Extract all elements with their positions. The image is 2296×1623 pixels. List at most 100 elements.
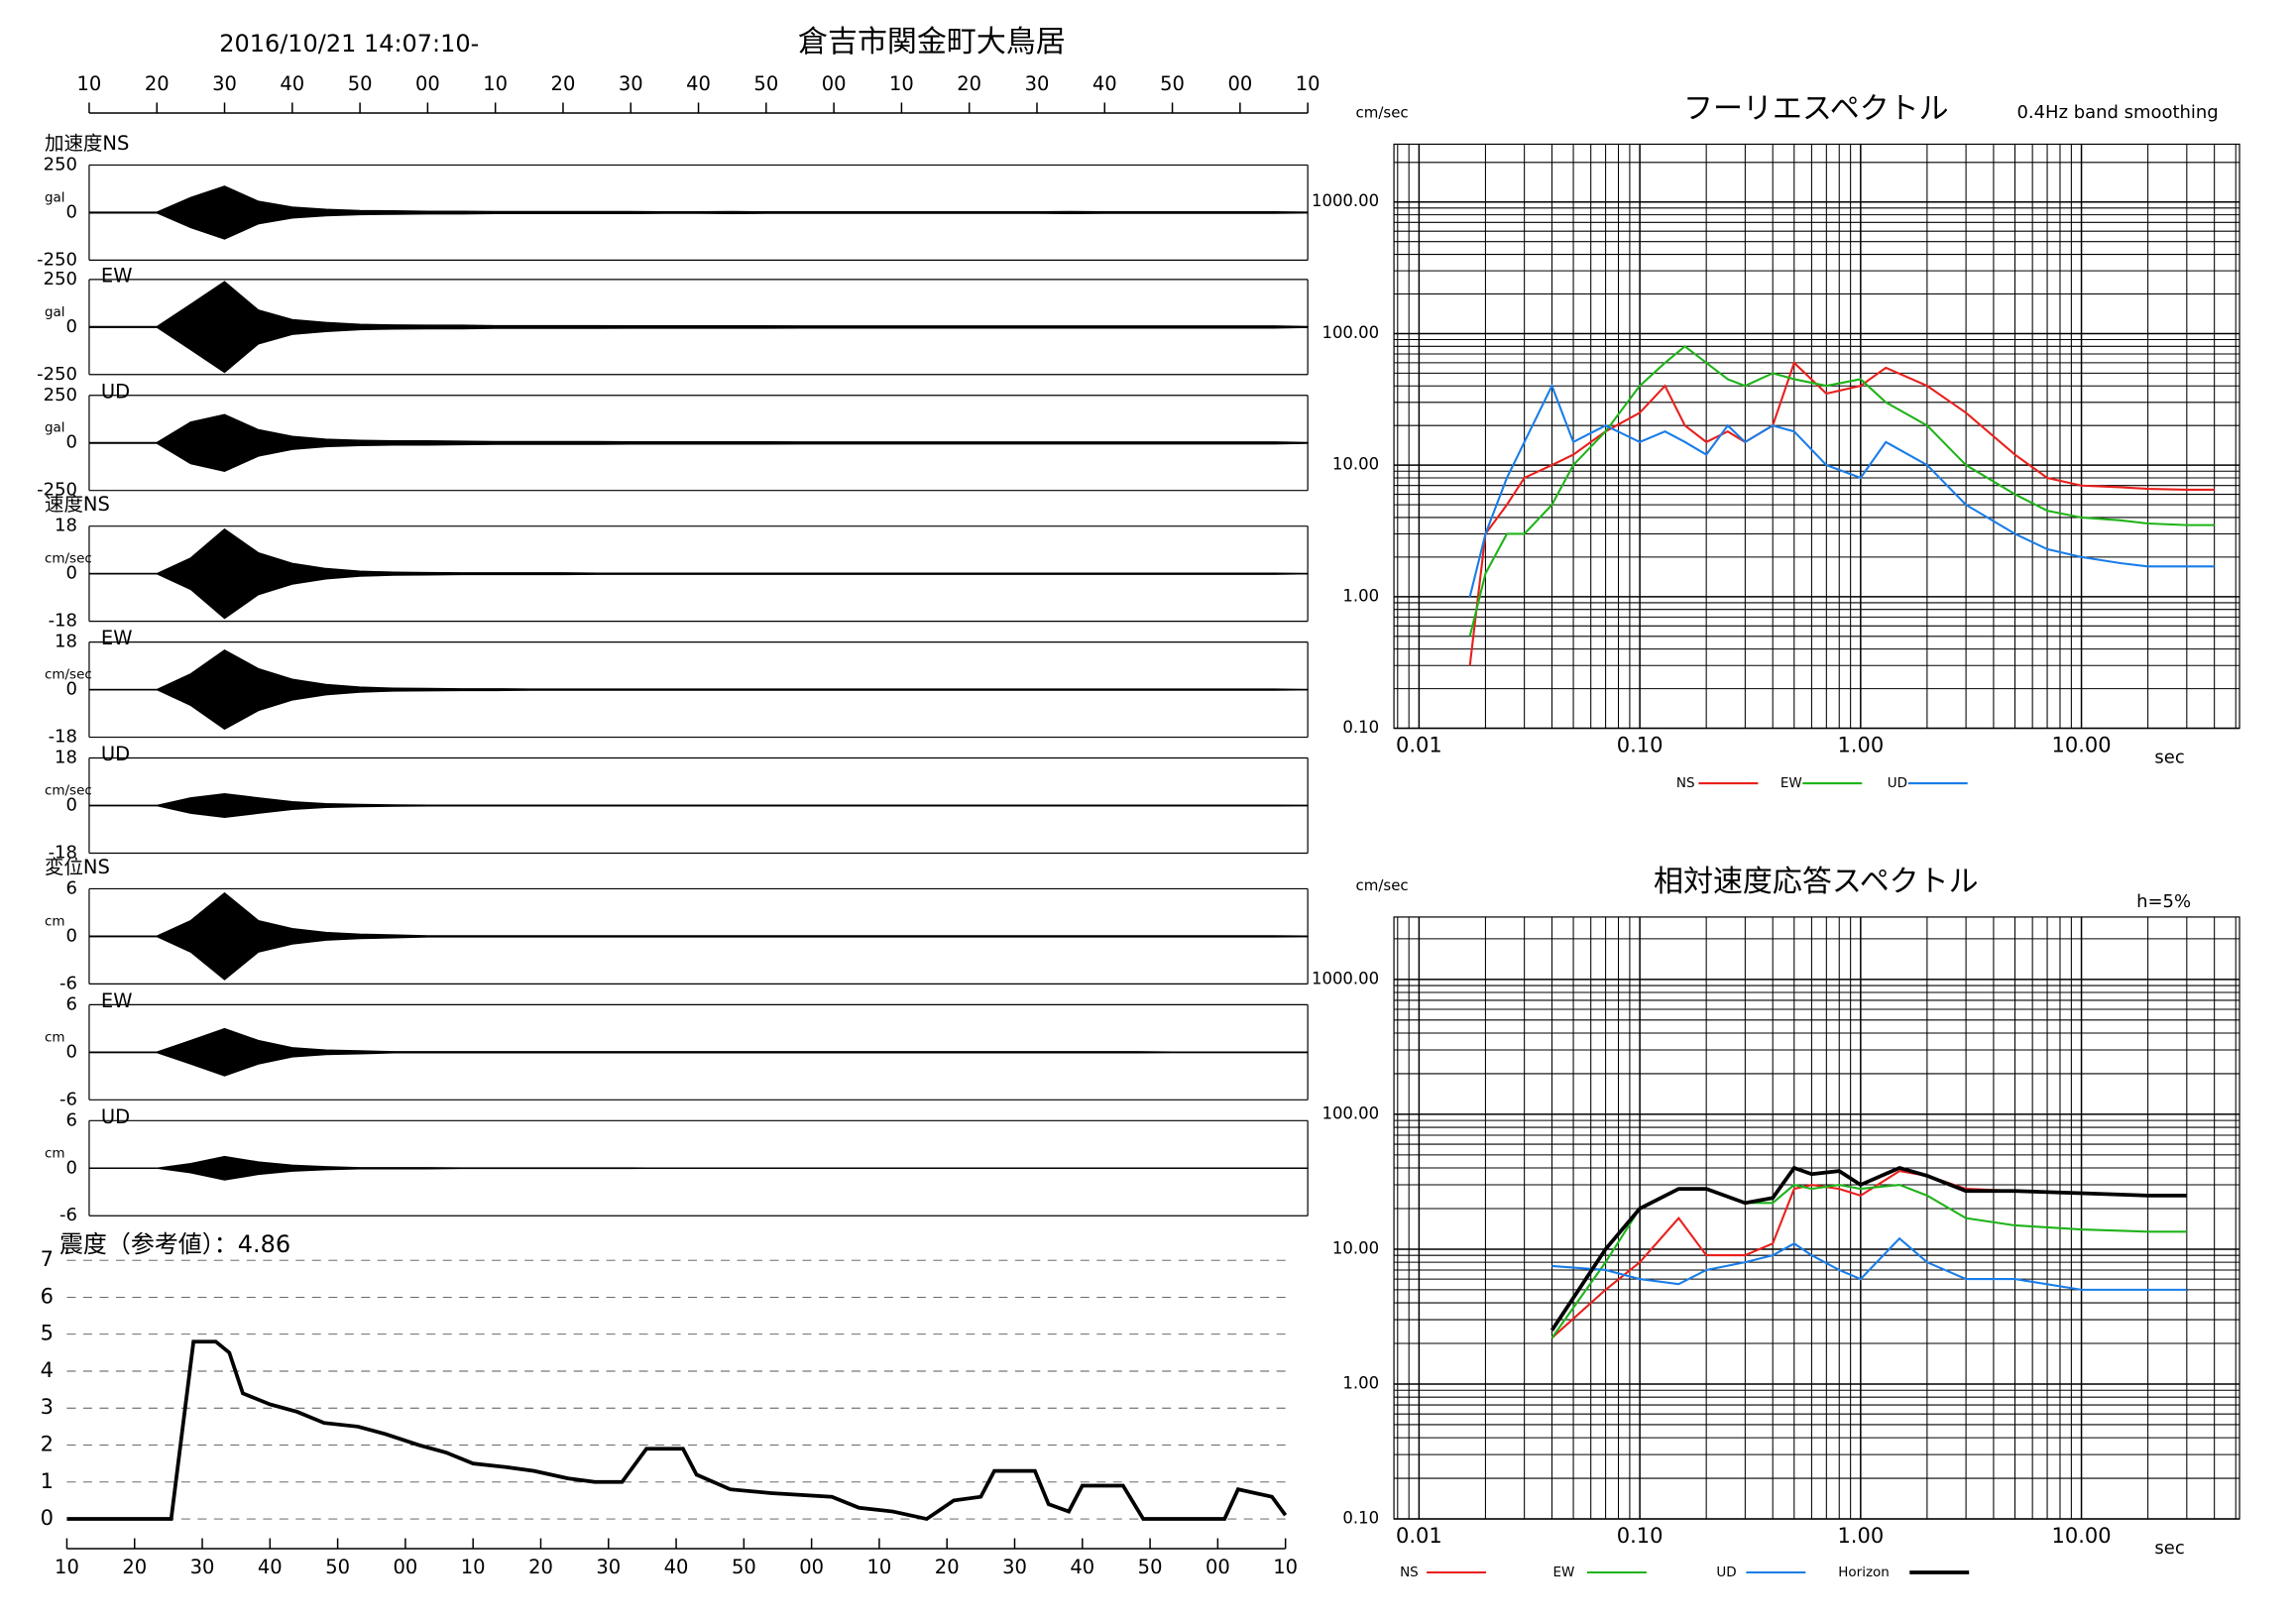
y-tick-label: 0.10 xyxy=(1342,718,1379,737)
intensity-title: 震度（参考値）：4.86 xyxy=(59,1230,290,1258)
x-tick-label: 30 xyxy=(190,1556,215,1578)
x-tick-label: 20 xyxy=(145,72,170,95)
waveform-envelope xyxy=(88,573,1309,620)
y-tick-label: 6 xyxy=(41,1284,54,1308)
x-tick-label: 10 xyxy=(77,72,102,95)
x-tick-label: 30 xyxy=(596,1556,621,1578)
panel-frame xyxy=(88,525,1309,623)
y-tick-label: -6 xyxy=(59,1089,77,1109)
chart-title: フーリエスペクトル xyxy=(1683,91,1949,126)
y-tick-label: 1.00 xyxy=(1342,1373,1379,1392)
station-title: 倉吉市関金町大鳥居 xyxy=(798,25,1066,59)
x-tick-label: 10.00 xyxy=(2052,1524,2112,1548)
component-label: NS xyxy=(102,132,129,155)
waveform-envelope xyxy=(88,1027,1309,1053)
unit-label: cm/sec xyxy=(45,551,92,567)
x-tick-label: 30 xyxy=(619,72,643,95)
y-tick-label: -6 xyxy=(59,973,77,993)
y-tick-label: 0 xyxy=(66,201,77,222)
x-tick-label: 30 xyxy=(212,72,237,95)
panel-frame xyxy=(88,395,1309,492)
x-tick-label: 20 xyxy=(551,72,576,95)
panel-frame xyxy=(88,1003,1309,1101)
x-tick-label: 40 xyxy=(1092,72,1117,95)
y-tick-label: 0 xyxy=(66,563,77,584)
waveform-envelope xyxy=(88,185,1309,213)
panel-frame xyxy=(88,279,1309,376)
x-tick-label: 40 xyxy=(1070,1556,1094,1578)
y-tick-label: 0 xyxy=(66,432,77,453)
y-tick-label: 100.00 xyxy=(1321,323,1379,342)
y-tick-label: 0 xyxy=(66,1041,77,1062)
legend-label: UD xyxy=(1716,1565,1736,1580)
y-tick-label: 250 xyxy=(44,154,77,174)
series-line xyxy=(1551,1236,2187,1291)
legend-label: NS xyxy=(1676,775,1695,791)
x-tick-label: 10 xyxy=(1296,72,1320,95)
x-axis-label: sec xyxy=(2154,1538,2184,1559)
x-tick-label: 40 xyxy=(258,1556,283,1578)
y-tick-label: 3 xyxy=(41,1395,54,1419)
group-label: 変位 xyxy=(45,856,83,878)
chart-title: 相対速度応答スペクトル xyxy=(1654,865,1979,899)
y-tick-label: 250 xyxy=(44,269,77,290)
x-tick-label: 10 xyxy=(889,72,914,95)
y-tick-label: 2 xyxy=(41,1433,54,1456)
series-line xyxy=(1550,1165,2187,1332)
waveform-envelope xyxy=(88,527,1309,575)
waveform-envelope xyxy=(88,805,1309,818)
x-tick-label: 10 xyxy=(867,1556,892,1578)
y-tick-label: 0 xyxy=(66,795,77,816)
waveform-envelope xyxy=(88,281,1309,328)
y-tick-label: 4 xyxy=(41,1358,54,1382)
y-tick-label: 6 xyxy=(66,1109,77,1130)
y-tick-label: 1.00 xyxy=(1342,586,1379,605)
unit-label: cm xyxy=(45,913,65,929)
x-tick-label: 40 xyxy=(686,72,711,95)
y-tick-label: 6 xyxy=(66,993,77,1014)
y-axis-label: cm/sec xyxy=(1356,103,1409,121)
x-tick-label: 00 xyxy=(822,72,847,95)
waveform-envelope xyxy=(88,326,1309,374)
x-tick-label: 1.00 xyxy=(1837,734,1884,757)
intensity-line xyxy=(66,1339,1288,1522)
y-tick-label: 6 xyxy=(66,877,77,898)
waveform-envelope xyxy=(88,649,1309,691)
series-line xyxy=(1468,383,2215,598)
x-tick-label: 00 xyxy=(1205,1556,1230,1578)
unit-label: cm/sec xyxy=(45,783,92,799)
unit-label: cm xyxy=(45,1145,65,1161)
x-tick-label: 0.10 xyxy=(1617,734,1664,757)
x-tick-label: 50 xyxy=(753,72,778,95)
x-tick-label: 0.01 xyxy=(1396,734,1442,757)
waveform-envelope xyxy=(88,1051,1309,1077)
y-tick-label: 0.10 xyxy=(1342,1509,1379,1528)
y-tick-label: 0 xyxy=(66,1157,77,1178)
y-tick-label: 10.00 xyxy=(1332,1238,1379,1257)
waveform-envelope xyxy=(88,211,1309,240)
unit-label: gal xyxy=(45,420,65,436)
component-label: UD xyxy=(101,743,130,765)
x-tick-label: 20 xyxy=(122,1556,147,1578)
waveform-envelope xyxy=(88,442,1309,472)
unit-label: cm/sec xyxy=(45,667,92,683)
panel-frame xyxy=(88,1119,1309,1217)
x-tick-label: 00 xyxy=(799,1556,824,1578)
y-tick-label: 1000.00 xyxy=(1312,191,1379,210)
waveform-envelope xyxy=(88,413,1309,444)
y-tick-label: 5 xyxy=(41,1322,54,1345)
y-tick-label: 10.00 xyxy=(1332,455,1379,474)
component-label: EW xyxy=(101,264,133,287)
x-tick-label: 1.00 xyxy=(1837,1524,1884,1548)
legend-label: EW xyxy=(1552,1565,1574,1580)
waveform-envelope xyxy=(88,891,1309,937)
y-tick-label: -250 xyxy=(37,364,77,385)
unit-label: gal xyxy=(45,304,65,320)
waveform-envelope xyxy=(88,935,1309,981)
x-tick-label: 50 xyxy=(325,1556,350,1578)
x-tick-label: 20 xyxy=(935,1556,960,1578)
y-tick-label: -18 xyxy=(49,842,77,863)
y-tick-label: -6 xyxy=(59,1205,77,1225)
plot-frame xyxy=(1393,143,2240,730)
y-tick-label: 1000.00 xyxy=(1312,969,1379,987)
